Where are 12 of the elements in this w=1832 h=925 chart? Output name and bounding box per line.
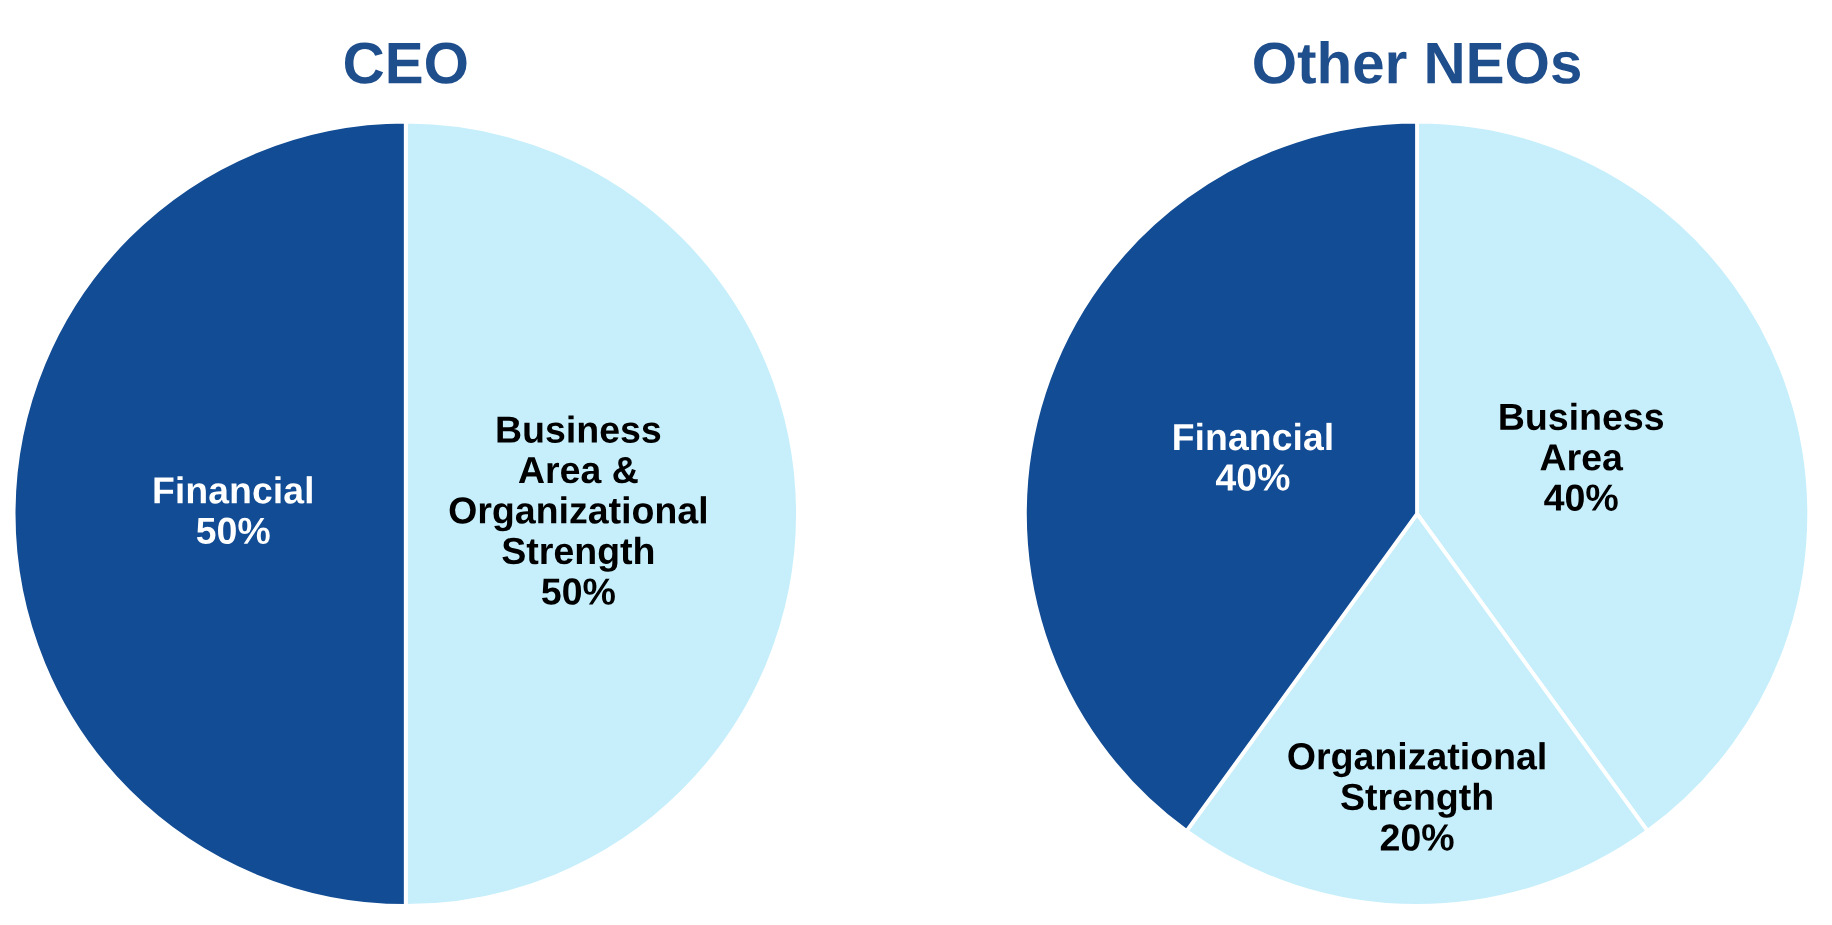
slice-label: Organizational Strength	[1288, 742, 1545, 818]
data-label: 50%	[541, 578, 615, 605]
data-label: 40%	[1215, 464, 1290, 491]
data-label: 50%	[196, 517, 270, 545]
slice-label: Financial	[154, 476, 312, 504]
chart-title: CEO	[344, 42, 467, 84]
data-label: 40%	[1544, 484, 1618, 511]
slice-label: Financial	[1174, 422, 1332, 451]
slice-label: Business Area & Organizational Strength	[449, 415, 706, 572]
data-label: 20%	[1380, 824, 1454, 851]
chart-title: Other NEOs	[1254, 40, 1580, 84]
slice-label: Business Area	[1500, 402, 1664, 471]
